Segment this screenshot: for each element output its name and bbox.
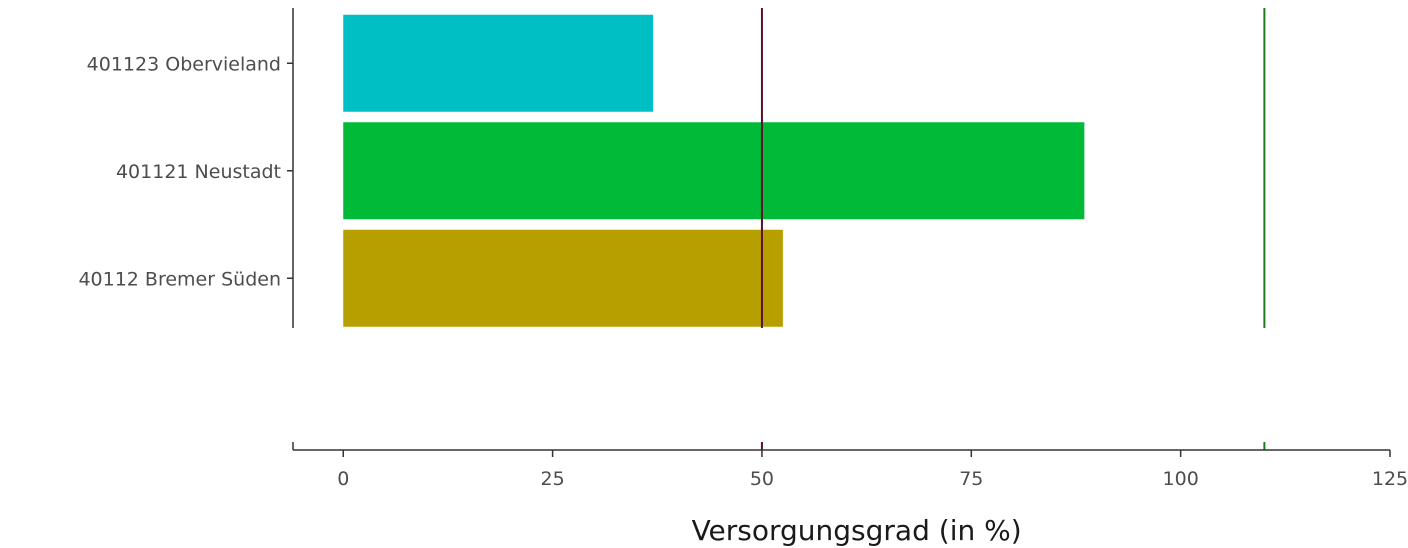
- x-tick-label: 50: [750, 468, 774, 490]
- x-axis: 0 25 50 75 100 125: [292, 442, 1408, 490]
- x-tick-label: 0: [337, 468, 349, 490]
- x-tick-label: 125: [1372, 468, 1408, 490]
- bars-layer: [343, 14, 1085, 327]
- x-tick-label: 100: [1163, 468, 1199, 490]
- x-tick-label: 75: [959, 468, 983, 490]
- bar: [343, 229, 783, 327]
- reference-lines-layer: [760, 8, 1266, 450]
- y-tick-label: 401121 Neustadt: [116, 161, 281, 183]
- y-tick-label: 40112 Bremer Süden: [78, 268, 281, 290]
- bar: [343, 14, 654, 112]
- y-axis: 401123 Obervieland 401121 Neustadt 40112 B…: [78, 8, 294, 328]
- x-axis-title: Versorgungsgrad (in %): [692, 514, 1022, 547]
- bar: [343, 122, 1085, 220]
- x-tick-label: 25: [541, 468, 565, 490]
- y-tick-label: 401123 Obervieland: [87, 53, 281, 75]
